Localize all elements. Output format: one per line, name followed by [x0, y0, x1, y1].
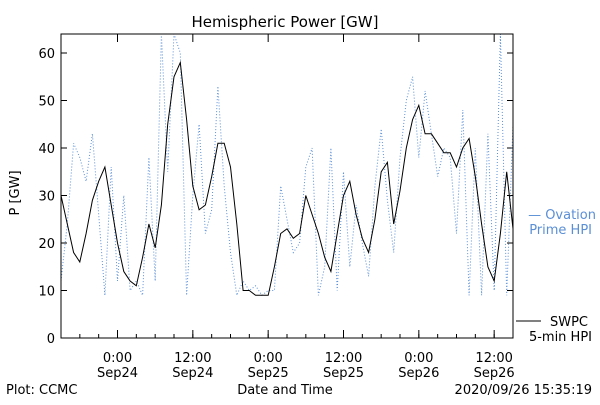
- legend-swpc-line2: 5-min HPI: [529, 330, 592, 345]
- x-tick-label-date: Sep25: [248, 366, 289, 381]
- y-tick-label: 0: [47, 332, 55, 347]
- x-tick-label-time: 0:00: [254, 351, 283, 366]
- x-tick-label-time: 12:00: [325, 351, 362, 366]
- legend-ovation-line2: Prime HPI: [529, 223, 592, 238]
- x-tick-label-time: 12:00: [174, 351, 211, 366]
- swpc-hpi-line: [60, 60, 514, 296]
- x-tick-label-date: Sep24: [172, 366, 213, 381]
- x-tick-label-time: 0:00: [404, 351, 433, 366]
- y-axis-label: P [GW]: [8, 170, 23, 215]
- axis-ticks: 01020304050600:00Sep2412:00Sep240:00Sep2…: [38, 34, 515, 381]
- plot-credit: Plot: CCMC: [6, 383, 77, 398]
- y-tick-label: 50: [38, 95, 55, 110]
- legend-swpc-line1: SWPC: [550, 315, 588, 330]
- chart-title: Hemispheric Power [GW]: [192, 13, 379, 31]
- y-tick-label: 40: [38, 142, 55, 157]
- x-tick-label-date: Sep24: [97, 366, 138, 381]
- timestamp: 2020/09/26 15:35:19: [455, 383, 592, 398]
- x-tick-label-date: Sep25: [323, 366, 364, 381]
- x-tick-label-date: Sep26: [398, 366, 439, 381]
- series-lines: [60, 33, 514, 298]
- y-tick-label: 10: [38, 285, 55, 300]
- legend-ovation-line1: — Ovation: [528, 208, 596, 223]
- x-axis-label: Date and Time: [237, 383, 333, 398]
- x-tick-label-time: 0:00: [103, 351, 132, 366]
- x-tick-label-date: Sep26: [474, 366, 515, 381]
- plot-frame: [60, 33, 514, 339]
- y-tick-label: 20: [38, 237, 55, 252]
- x-tick-label-time: 12:00: [475, 351, 512, 366]
- y-tick-label: 60: [38, 47, 55, 62]
- y-tick-label: 30: [38, 190, 55, 205]
- ovation-prime-line: [60, 33, 514, 298]
